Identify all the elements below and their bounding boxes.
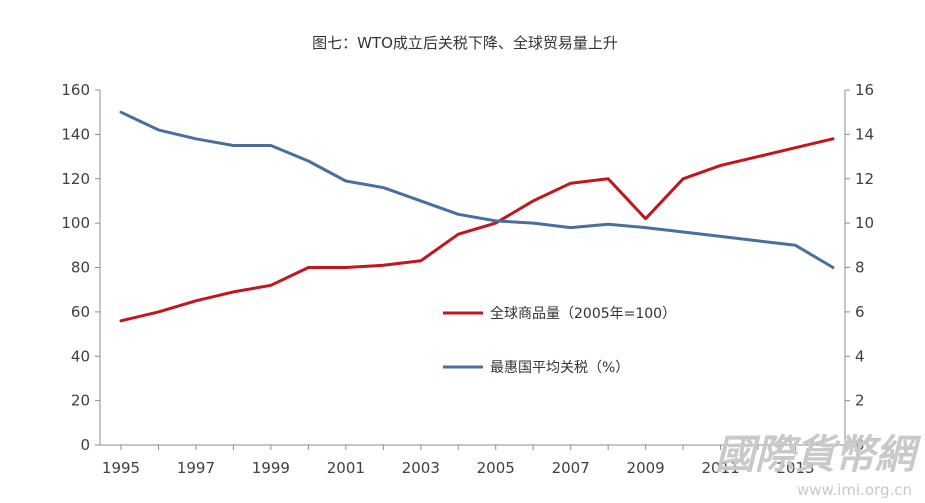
tick-labels: 0 20 40 60 80 100 120 140 160 0 2 4 6 8 10 12 14 16 1995 19… xyxy=(61,81,874,477)
y-left-tick-label: 20 xyxy=(71,392,90,410)
watermark-logo-text: 國際貨幣網 xyxy=(715,431,922,478)
y-left-tick-label: 100 xyxy=(61,214,90,232)
y-right-tick-label: 16 xyxy=(855,81,874,99)
legend: 全球商品量（2005年=100） 最惠国平均关税（%） xyxy=(443,305,676,376)
legend-label-goods-volume: 全球商品量（2005年=100） xyxy=(490,305,676,322)
y-right-tick-label: 4 xyxy=(855,347,865,365)
y-left-tick-label: 0 xyxy=(80,436,90,454)
series-lines xyxy=(119,110,835,323)
watermark: 國際貨幣網 www.imi.org.cn xyxy=(715,431,922,499)
x-tick-label: 2005 xyxy=(477,459,515,477)
y-left-tick-label: 40 xyxy=(71,347,90,365)
y-right-tick-label: 12 xyxy=(855,170,874,188)
x-tick-label: 2009 xyxy=(627,459,665,477)
legend-label-mfn-tariff: 最惠国平均关税（%） xyxy=(490,360,629,376)
x-tick-label: 2003 xyxy=(402,459,440,477)
x-tick-label: 2011 xyxy=(701,459,739,477)
y-left-tick-label: 160 xyxy=(61,81,90,99)
y-right-tick-label: 2 xyxy=(855,392,865,410)
y-right-tick-label: 10 xyxy=(855,214,874,232)
x-tick-label: 2001 xyxy=(327,459,365,477)
x-tick-label: 1997 xyxy=(177,459,215,477)
y-right-tick-label: 8 xyxy=(855,259,865,277)
watermark-url: www.imi.org.cn xyxy=(797,481,912,499)
y-left-tick-label: 120 xyxy=(61,170,90,188)
x-tick-label: 2013 xyxy=(776,459,814,477)
y-left-tick-label: 140 xyxy=(61,125,90,143)
series-line-mfn-tariff xyxy=(119,110,835,269)
x-tick-label: 1999 xyxy=(252,459,290,477)
y-left-tick-label: 80 xyxy=(71,259,90,277)
y-right-tick-label: 6 xyxy=(855,303,865,321)
y-right-tick-label: 0 xyxy=(855,436,865,454)
chart-title: 图七：WTO成立后关税下降、全球贸易量上升 xyxy=(312,34,618,52)
series-line-goods-volume xyxy=(119,137,835,323)
x-tick-label: 2007 xyxy=(552,459,590,477)
y-left-tick-label: 60 xyxy=(71,303,90,321)
x-tick-label: 1995 xyxy=(102,459,140,477)
y-right-tick-label: 14 xyxy=(855,125,874,143)
axes xyxy=(95,89,850,450)
